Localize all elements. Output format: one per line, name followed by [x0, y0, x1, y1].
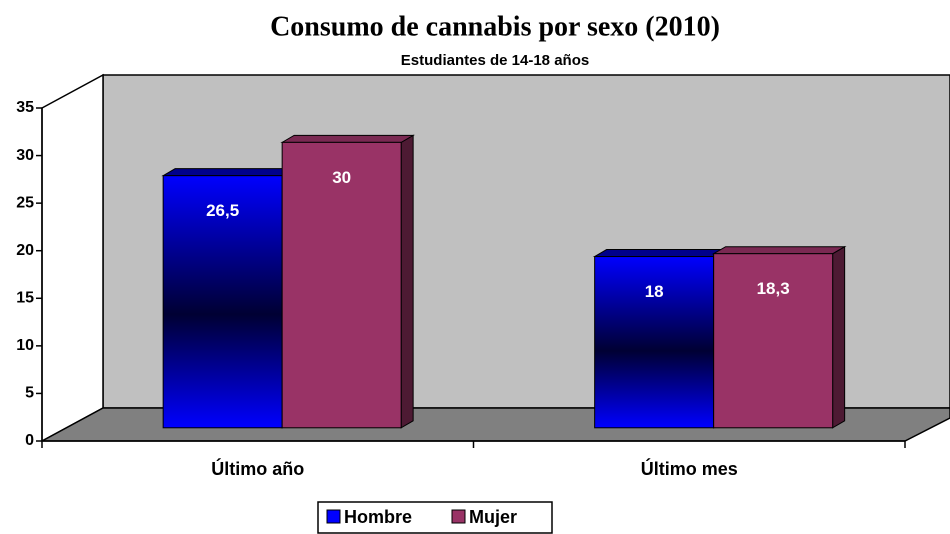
data-label: 30: [332, 168, 351, 187]
bar-front: [594, 256, 715, 429]
chart-title: Consumo de cannabis por sexo (2010): [270, 11, 720, 42]
y-tick-label: 35: [16, 99, 34, 116]
bar-side: [832, 245, 846, 429]
y-tick-label: 30: [16, 147, 34, 164]
bar-top: [592, 249, 728, 258]
bar-top: [280, 134, 415, 143]
bar-side: [400, 134, 414, 429]
y-tick-label: 15: [16, 290, 34, 307]
bar-front: [713, 253, 834, 429]
legend-swatch: [326, 509, 341, 524]
legend: Hombre Mujer: [317, 501, 553, 534]
chart-subtitle: Estudiantes de 14-18 años: [401, 52, 589, 69]
y-tick-label: 0: [25, 432, 34, 449]
bar-top: [711, 246, 847, 255]
y-tick-label: 10: [16, 337, 34, 354]
bar: [280, 134, 415, 429]
x-tick-label: Último mes: [641, 458, 738, 479]
plot-area: 0 5 10 15 20 25 30 35 Último año 26,5 30 Último mes…: [16, 73, 950, 479]
legend-label: Hombre: [344, 507, 412, 527]
legend-label: Mujer: [469, 507, 517, 527]
bar-front: [281, 141, 402, 429]
data-label: 26,5: [206, 201, 239, 220]
legend-box: [317, 501, 553, 534]
y-tick-label: 25: [16, 194, 34, 211]
x-tick-label: Último año: [211, 458, 304, 479]
data-label: 18: [645, 282, 664, 301]
legend-swatch: [451, 509, 466, 524]
y-tick-label: 5: [25, 385, 34, 402]
bar: [711, 245, 847, 429]
bar-front: [162, 175, 283, 429]
bar: [161, 167, 296, 429]
side-wall: [41, 73, 104, 443]
bar: [592, 248, 728, 429]
data-label: 18,3: [757, 279, 790, 298]
bar-top: [161, 168, 296, 177]
y-tick-label: 20: [16, 242, 34, 259]
